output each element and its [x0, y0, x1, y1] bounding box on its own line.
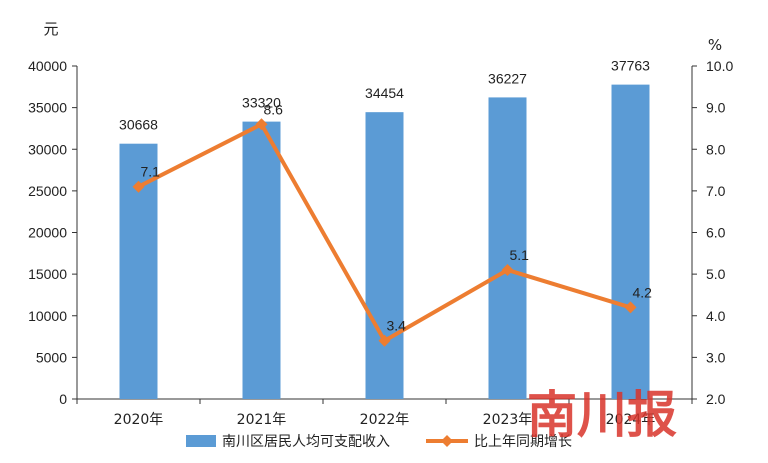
y-left-unit: 元 — [43, 20, 58, 38]
bar-series — [119, 84, 650, 400]
legend-line-label: 比上年同期增长 — [474, 434, 572, 450]
watermark-logo: 南川报 — [527, 385, 677, 444]
bar-value-label: 33320 — [242, 95, 281, 111]
line-point — [378, 334, 391, 347]
y-left-tick-label: 0 — [59, 391, 67, 407]
line-value-label: 7.1 — [141, 164, 161, 180]
y-left-tick-label: 40000 — [28, 58, 67, 74]
x-tick-label: 2024年 — [606, 412, 656, 428]
line-point — [132, 180, 145, 193]
bar-value-label: 36227 — [488, 70, 527, 86]
line-value-label: 4.2 — [633, 284, 653, 300]
bar — [365, 112, 404, 400]
line-value-label: 8.6 — [264, 101, 284, 117]
y-right-tick-label: 5.0 — [706, 266, 726, 282]
legend: 南川区居民人均可支配收入 比上年同期增长 — [186, 434, 572, 450]
bar-value-label: 37763 — [611, 58, 650, 74]
y-right-tick-label: 8.0 — [706, 141, 726, 157]
line-point — [501, 263, 514, 276]
x-tick-label: 2023年 — [483, 412, 533, 428]
y-right-tick-label: 9.0 — [706, 100, 726, 116]
y-left-tick-label: 25000 — [28, 183, 67, 199]
x-tick-label: 2020年 — [114, 412, 164, 428]
bar-value-label: 30668 — [119, 117, 158, 133]
line-value-label: 5.1 — [510, 247, 530, 263]
bar — [242, 121, 281, 400]
bar-value-label: 34454 — [365, 85, 404, 101]
y-left-tick-label: 20000 — [28, 225, 67, 241]
legend-bar-label: 南川区居民人均可支配收入 — [222, 434, 390, 450]
y-left-tick-label: 35000 — [28, 100, 67, 116]
y-left-tick-label: 15000 — [28, 266, 67, 282]
line-point — [624, 301, 637, 314]
y-left-tick-label: 10000 — [28, 308, 67, 324]
y-right-unit: % — [708, 36, 722, 54]
line-point — [255, 118, 268, 131]
y-right-tick-label: 4.0 — [706, 308, 726, 324]
legend-line-marker — [441, 435, 453, 447]
y-right-tick-label: 6.0 — [706, 225, 726, 241]
y-left-tick-label: 5000 — [36, 349, 67, 365]
x-tick-label: 2021年 — [237, 412, 287, 428]
axes: 0 5000 10000 15000 20000 25000 30000 35000 40000… — [28, 20, 733, 428]
x-tick-label: 2022年 — [360, 412, 410, 428]
line-series — [132, 118, 637, 347]
bar — [611, 84, 650, 400]
legend-bar-swatch — [186, 435, 216, 447]
y-right-tick-label: 10.0 — [706, 58, 733, 74]
y-right-tick-label: 2.0 — [706, 391, 726, 407]
y-right-tick-label: 3.0 — [706, 349, 726, 365]
y-left-tick-label: 30000 — [28, 141, 67, 157]
bar — [488, 97, 527, 400]
data-labels: 30668 33320 34454 36227 37763 7.1 8.6 3.4 5.1 4.2 — [119, 58, 652, 334]
line-value-label: 3.4 — [387, 318, 407, 334]
y-right-tick-label: 7.0 — [706, 183, 726, 199]
